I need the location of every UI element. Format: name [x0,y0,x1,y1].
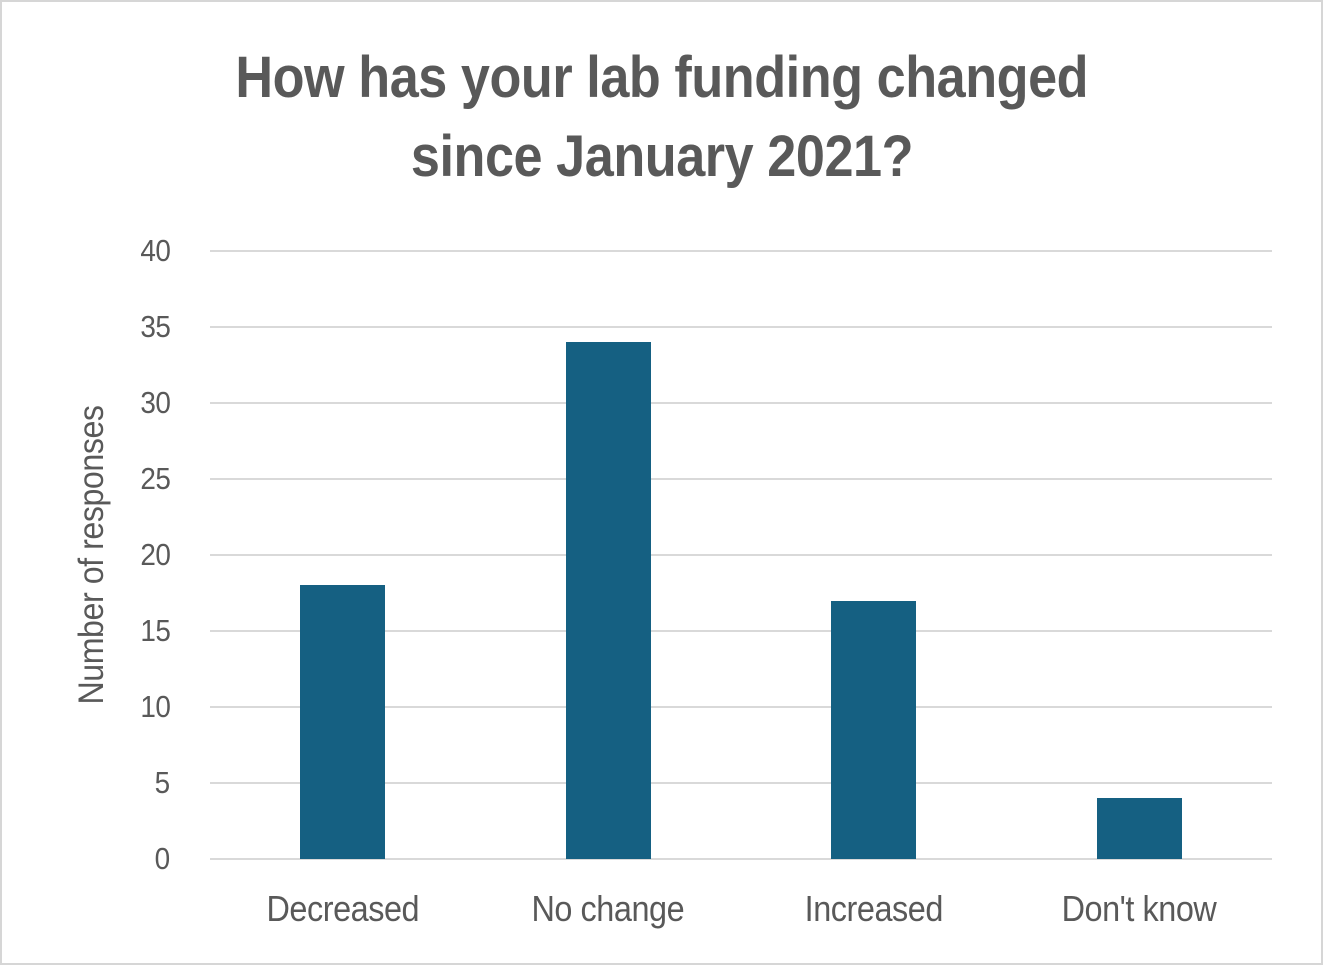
bar-no-change [565,342,651,859]
y-tick-label: 0 [154,841,171,876]
gridline [210,554,1272,556]
bar-don-t-know [1096,798,1182,859]
gridline [210,858,1272,860]
y-tick-label: 5 [154,765,171,800]
x-axis-label: Increased [804,888,944,929]
bar-increased [831,600,917,859]
x-axis-label: Decreased [266,888,420,929]
x-axis-label: No change [531,888,685,929]
plot-area [210,250,1272,860]
y-tick-label: 40 [139,233,171,268]
y-tick-label: 25 [139,461,171,496]
bar-decreased [300,585,386,859]
gridline [210,478,1272,480]
chart-title-line-2: since January 2021? [410,124,913,189]
y-tick-label: 15 [139,613,171,648]
chart-title-line-1: How has your lab funding changed [235,45,1088,110]
y-tick-label: 35 [139,309,171,344]
gridline [210,250,1272,252]
y-tick-label: 20 [139,537,171,572]
y-tick-label: 10 [139,689,171,724]
gridline [210,630,1272,632]
gridline [210,706,1272,708]
gridline [210,782,1272,784]
y-tick-label: 30 [139,385,171,420]
gridline [210,326,1272,328]
gridline [210,402,1272,404]
chart-title: How has your lab funding changed since J… [2,38,1321,196]
x-axis-label: Don't know [1061,888,1217,929]
